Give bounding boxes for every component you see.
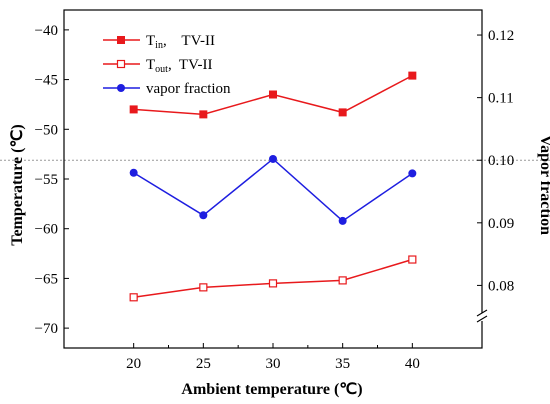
data-point-marker (408, 71, 417, 80)
data-point-marker (269, 90, 277, 99)
x-tick-label: 25 (196, 356, 211, 372)
axis-break-marks (476, 309, 488, 323)
series-line-vapor-fraction (133, 157, 413, 222)
data-point-marker (129, 293, 138, 302)
legend-label-t-in-suffix: , TV-II (163, 33, 215, 49)
x-axis-title: Ambient temperature (℃) (181, 381, 362, 398)
legend-item-t-in: Tin, TV-II (103, 33, 215, 51)
x-tick-label: 20 (126, 356, 141, 372)
data-point-marker (338, 216, 347, 225)
x-axis-ticks: 20 25 30 35 40 (126, 343, 420, 372)
data-point-marker (269, 154, 277, 163)
data-point-marker (129, 105, 138, 114)
legend: Tin, TV-II Tout, TV-II vapor fraction (103, 33, 231, 97)
y-left-axis-ticks: −70 −65 −60 −55 −50 −45 −40 (35, 23, 69, 337)
x-tick-label: 40 (405, 356, 420, 372)
y-right-tick-label: 0.11 (488, 91, 514, 107)
svg-text:Tout, TV-II: Tout, TV-II (146, 57, 213, 75)
axis-break-mark (476, 309, 488, 317)
data-point-marker (408, 169, 417, 178)
data-point-marker (338, 276, 347, 285)
x-tick-label: 30 (266, 356, 281, 372)
axis-break-mark (476, 315, 488, 323)
data-point-marker (338, 108, 347, 117)
legend-label-t-in: T (146, 33, 155, 49)
y-right-tick-label: 0.12 (488, 28, 514, 44)
y-right-axis-ticks: 0.08 0.09 0.10 0.11 0.12 (477, 28, 514, 294)
data-point-marker (199, 211, 208, 220)
y-left-tick-label: −65 (35, 271, 58, 287)
legend-item-vapor-fraction: vapor fraction (103, 81, 231, 97)
data-point-marker (129, 168, 138, 177)
y-right-axis-title: Vapor fraction (537, 135, 550, 235)
y-left-tick-label: −50 (35, 122, 58, 138)
series-line-t-out (133, 258, 413, 299)
y-left-tick-label: −55 (35, 172, 58, 188)
legend-label-t-out: T (146, 57, 155, 73)
data-point-marker (268, 279, 278, 288)
y-right-tick-label: 0.09 (488, 216, 514, 232)
legend-label-t-in-sub: in (155, 40, 163, 51)
data-point-marker (199, 283, 208, 292)
legend-item-t-out: Tout, TV-II (103, 57, 213, 75)
y-left-tick-label: −40 (35, 23, 58, 39)
y-right-tick-label: 0.08 (488, 278, 514, 294)
y-left-tick-label: −60 (35, 222, 58, 238)
markers-group (129, 71, 417, 302)
y-right-tick-label: 0.10 (488, 153, 514, 169)
x-tick-label: 35 (335, 356, 350, 372)
y-left-tick-label: −70 (35, 321, 58, 337)
plot-frame (63, 9, 483, 349)
svg-text:Tin, TV-II: Tin, TV-II (146, 33, 215, 51)
data-point-marker (199, 110, 208, 119)
axis-break-gap (478, 313, 486, 321)
data-point-marker (408, 255, 417, 264)
legend-label-t-out-suffix: , TV-II (168, 57, 213, 73)
y-left-tick-label: −45 (35, 73, 58, 89)
legend-label-t-out-sub: out (155, 64, 168, 75)
legend-label-vapor-fraction: vapor fraction (146, 81, 231, 97)
y-left-axis-title: Temperature (℃) (9, 124, 26, 246)
